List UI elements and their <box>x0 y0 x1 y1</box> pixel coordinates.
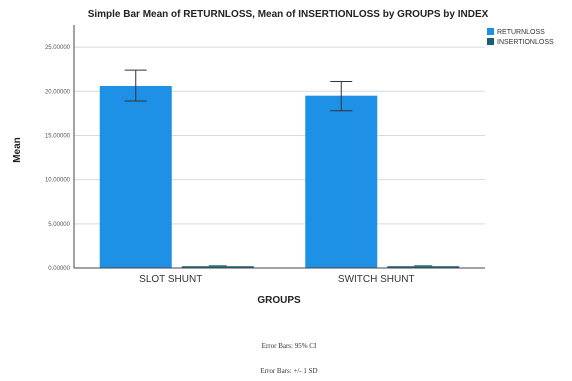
y-tick-label: 5.00000 <box>48 222 70 228</box>
error-bars-sd-note: Error Bars: +/- 1 SD <box>260 367 317 375</box>
bar <box>305 95 378 268</box>
error-bars-ci-note: Error Bars: 95% CI <box>262 342 317 350</box>
bars <box>99 85 460 268</box>
legend-swatch-insertionloss <box>487 38 494 45</box>
legend-label-returnloss: RETURNLOSS <box>497 29 545 36</box>
chart-title: Simple Bar Mean of RETURNLOSS, Mean of I… <box>88 9 489 20</box>
bar <box>99 85 172 268</box>
y-tick-label: 25.00000 <box>45 45 71 51</box>
x-tick-label: SLOT SHUNT <box>139 274 202 285</box>
y-tick-label: 10.00000 <box>45 178 71 184</box>
legend: RETURNLOSS INSERTIONLOSS <box>487 28 554 46</box>
y-tick-label: 0.00000 <box>48 266 70 272</box>
y-axis-label: Mean <box>12 137 23 163</box>
error-bars <box>124 69 433 268</box>
legend-label-insertionloss: INSERTIONLOSS <box>497 39 554 46</box>
y-tick-label: 15.00000 <box>45 133 71 139</box>
legend-swatch-returnloss <box>487 28 494 35</box>
x-axis-label: GROUPS <box>257 295 301 306</box>
y-tick-label: 20.00000 <box>45 89 71 95</box>
x-tick-label: SWITCH SHUNT <box>338 274 415 285</box>
axes <box>73 25 485 269</box>
labels: 0.00000 5.00000 10.00000 15.00000 20.00000 25… <box>45 45 415 285</box>
